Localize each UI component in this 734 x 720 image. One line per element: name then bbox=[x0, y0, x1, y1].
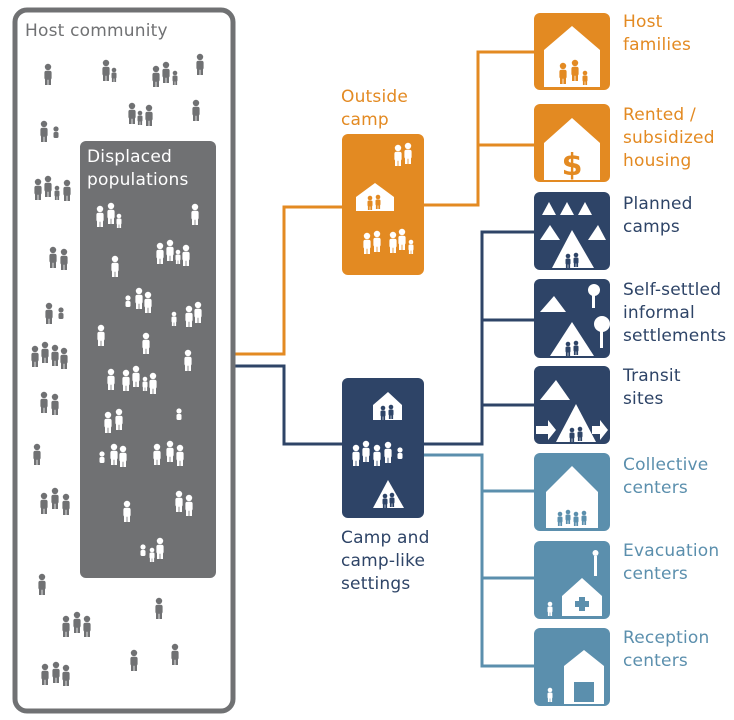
line-camp-like bbox=[424, 453, 534, 668]
option-label-evacuation-centers: Evacuation centers bbox=[623, 541, 720, 584]
transit-site-icon bbox=[536, 380, 608, 442]
evacuation-center-icon bbox=[547, 550, 602, 616]
house-dollar-icon: $ bbox=[544, 118, 600, 183]
outside-camp-label: Outside camp bbox=[341, 87, 409, 130]
planned-camp-tents-icon bbox=[540, 202, 606, 268]
option-label-reception-centers: Reception centers bbox=[623, 628, 710, 671]
collective-center-icon bbox=[546, 466, 598, 528]
reception-center-icon bbox=[547, 650, 604, 704]
house-with-people-icon bbox=[544, 26, 600, 87]
displaced-populations-box bbox=[80, 141, 216, 578]
connector-lines bbox=[216, 50, 534, 668]
camp-settings-icons bbox=[352, 392, 406, 508]
displaced-populations-label: Displaced populations bbox=[87, 147, 189, 190]
line-outside-host-families bbox=[424, 50, 534, 207]
line-to-camp bbox=[216, 364, 342, 446]
option-boxes: $ bbox=[534, 13, 610, 706]
outside-camp-icons bbox=[356, 142, 414, 254]
option-label-transit-sites: Transit sites bbox=[623, 366, 681, 409]
option-label-self-settled: Self-settled informal settlements bbox=[623, 280, 727, 346]
camp-settings-box bbox=[342, 378, 424, 518]
host-community-label: Host community bbox=[25, 21, 168, 41]
option-label-host-families: Host families bbox=[623, 12, 692, 55]
svg-text:$: $ bbox=[562, 148, 583, 183]
line-camp-planned bbox=[424, 230, 534, 446]
line-to-outside-camp bbox=[216, 205, 342, 356]
option-label-rented-housing: Rented / subsidized housing bbox=[623, 105, 715, 171]
option-label-collective-centers: Collective centers bbox=[623, 455, 709, 498]
camp-settings-label: Camp and camp-like settings bbox=[341, 528, 430, 594]
option-label-planned-camps: Planned camps bbox=[623, 194, 693, 237]
informal-settlement-icon bbox=[540, 284, 610, 356]
